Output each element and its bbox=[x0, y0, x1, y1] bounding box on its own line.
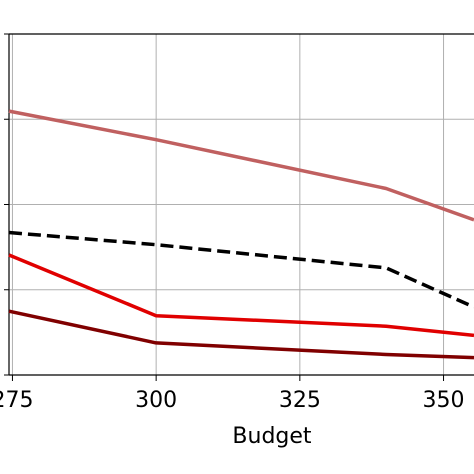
series-line-4 bbox=[8, 309, 474, 360]
x-tick-label: 300 bbox=[135, 388, 177, 413]
series-layer bbox=[8, 109, 474, 360]
ticks-layer: 275 300 325 350 bbox=[0, 375, 465, 413]
grid-layer bbox=[9, 33, 474, 376]
x-axis-label: Budget bbox=[232, 424, 312, 449]
x-tick-label: 325 bbox=[279, 388, 321, 413]
x-tick-label: 350 bbox=[423, 388, 465, 413]
series-line-2 bbox=[8, 230, 474, 309]
x-tick-label: 275 bbox=[0, 388, 33, 413]
series-line-1 bbox=[8, 109, 474, 222]
axes-layer bbox=[4, 33, 474, 376]
series-line-3 bbox=[8, 253, 474, 338]
